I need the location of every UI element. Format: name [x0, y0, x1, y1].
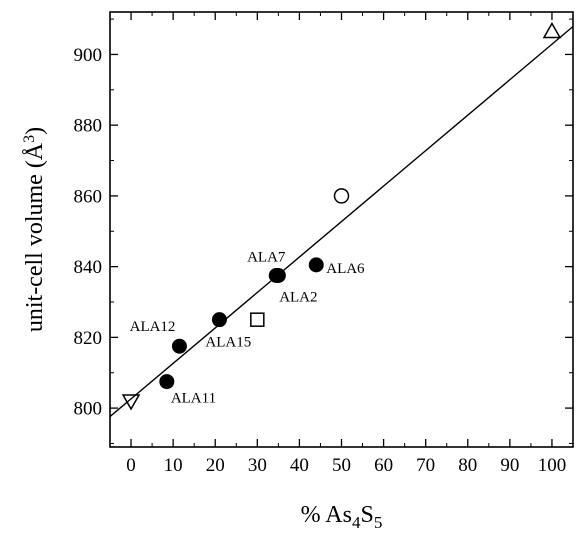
x-tick-label: 70	[416, 455, 435, 476]
point-label: ALA7	[247, 249, 286, 265]
data-point-open-circle	[333, 188, 350, 204]
plot-area: ALA11 ALA12 ALA15 ALA7 ALA2 ALA6	[109, 21, 574, 418]
data-point-down-triangle	[121, 394, 141, 411]
x-axis-title: % As4S5	[301, 502, 383, 532]
y-axis-title: unit-cell volume (Å3)	[21, 127, 48, 332]
data-point-square	[250, 312, 265, 327]
y-tick-label: 880	[74, 116, 103, 137]
data-point	[211, 312, 227, 328]
x-axis-title-prefix: % As	[301, 502, 352, 528]
x-tick-label: 80	[458, 455, 477, 476]
fit-line	[109, 25, 574, 418]
point-label: ALA6	[326, 261, 365, 277]
y-axis-title-unit: Å	[22, 142, 48, 160]
x-tick-label: 30	[248, 455, 267, 476]
y-tick-label: 860	[74, 186, 103, 207]
y-tick-label: 820	[74, 328, 103, 349]
x-axis-ticks: 0 10 20 30 40 50 60 70 80 90 100	[109, 12, 574, 476]
data-point	[270, 267, 286, 283]
y-axis-ticks: 800 820 840 860 880 900	[74, 18, 573, 444]
point-label: ALA15	[205, 335, 251, 351]
x-tick-label: 40	[290, 455, 309, 476]
point-label: ALA11	[171, 391, 216, 407]
x-tick-label: 20	[206, 455, 225, 476]
x-tick-label: 10	[164, 455, 183, 476]
x-axis-title-mid: S	[360, 502, 373, 528]
data-point	[171, 338, 187, 354]
x-tick-label: 0	[126, 455, 136, 476]
y-axis-title-close: )	[22, 127, 48, 135]
data-point	[308, 257, 324, 273]
x-tick-label: 60	[374, 455, 393, 476]
y-tick-label: 900	[74, 45, 103, 66]
x-tick-label: 50	[332, 455, 351, 476]
x-tick-label: 90	[500, 455, 519, 476]
y-tick-label: 800	[74, 399, 103, 420]
x-axis-title-sub1: 4	[352, 513, 361, 532]
data-point-up-triangle	[542, 21, 562, 39]
point-label: ALA12	[130, 319, 176, 335]
plot-frame	[109, 11, 574, 448]
x-tick-label: 100	[538, 455, 567, 476]
point-label: ALA2	[279, 289, 317, 305]
y-tick-label: 840	[74, 257, 103, 278]
x-axis-title-sub2: 5	[374, 513, 383, 532]
y-axis-title-main: unit-cell volume (	[22, 160, 48, 332]
data-point	[159, 374, 175, 390]
y-axis-title-sup: 3	[21, 135, 38, 143]
